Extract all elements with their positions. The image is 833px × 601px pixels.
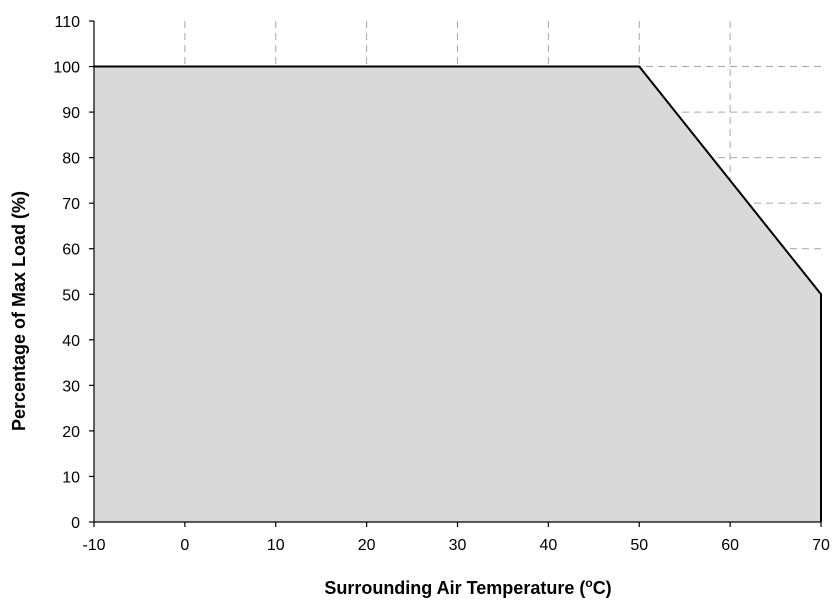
- x-axis-title: Surrounding Air Temperature (oC): [324, 576, 611, 598]
- x-tick-label-8: 70: [812, 537, 830, 554]
- series-line-0: [94, 65, 822, 522]
- y-tick-label-11: 110: [54, 14, 80, 31]
- y-tick-label-10: 100: [53, 60, 80, 77]
- x-tick-label-4: 30: [449, 537, 467, 554]
- x-tick-label-6: 50: [630, 537, 648, 554]
- y-axis-title: Percentage of Max Load (%): [9, 191, 29, 431]
- x-tick-labels: -10 0 10 20 30 40 50 60 70: [82, 537, 830, 554]
- x-tick-label-2: 10: [267, 537, 285, 554]
- y-tick-label-7: 70: [62, 196, 80, 213]
- plot-area: [93, 65, 822, 522]
- x-tick-label-1: 0: [180, 537, 189, 554]
- y-tick-label-1: 10: [62, 469, 80, 486]
- x-tick-label-3: 20: [358, 537, 376, 554]
- x-tick-label-0: -10: [82, 537, 105, 554]
- y-tick-label-0: 0: [71, 515, 80, 532]
- data-point-0-1: [638, 65, 641, 68]
- y-tick-label-9: 90: [62, 105, 80, 122]
- data-point-0-2: [820, 293, 822, 296]
- x-tick-label-7: 60: [721, 537, 739, 554]
- x-tick-label-5: 40: [539, 537, 557, 554]
- y-tick-label-5: 50: [62, 287, 80, 304]
- y-tick-label-6: 60: [62, 242, 80, 259]
- y-tick-label-8: 80: [62, 151, 80, 168]
- y-tick-label-3: 30: [62, 378, 80, 395]
- axes: [89, 20, 822, 527]
- y-tick-label-2: 20: [62, 424, 80, 441]
- y-tick-label-4: 40: [62, 333, 80, 350]
- series-area-0: [94, 66, 821, 522]
- y-tick-labels: 0 10 20 30 40 50 60 70 80 90 100 110: [53, 14, 80, 532]
